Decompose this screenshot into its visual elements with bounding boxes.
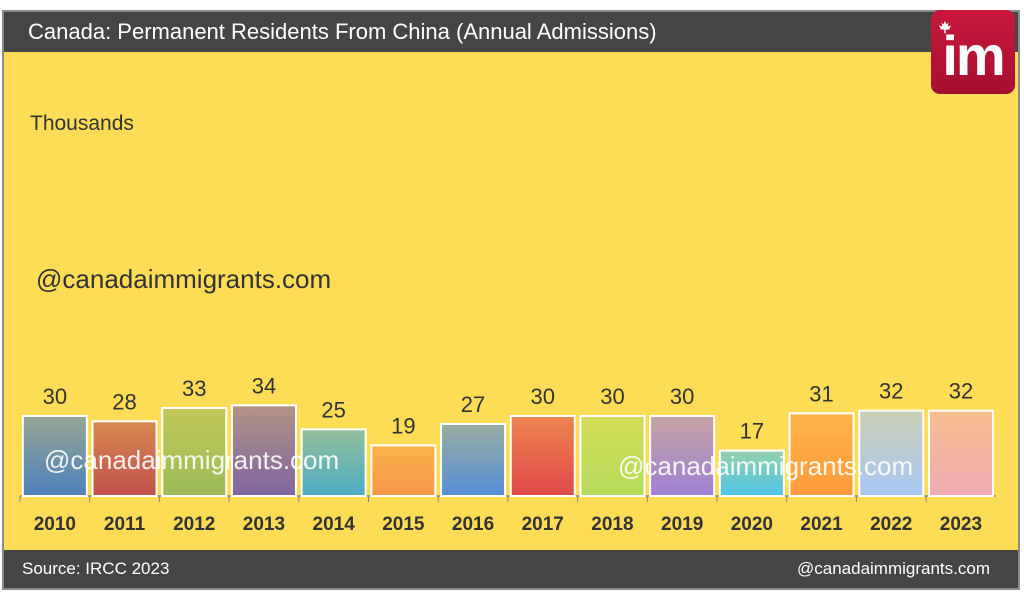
data-label: 32 <box>879 379 903 404</box>
x-tick-label: 2016 <box>452 514 494 535</box>
bar-2011 <box>91 420 158 498</box>
bar-2019 <box>649 415 716 497</box>
x-tick-label: 2021 <box>800 514 843 535</box>
data-label: 17 <box>740 419 764 444</box>
data-label: 27 <box>461 392 485 417</box>
y-axis-unit: Thousands <box>30 112 134 135</box>
x-tick-label: 2013 <box>243 514 285 535</box>
watermark: @canadaimmigrants.com <box>618 451 914 481</box>
data-label: 30 <box>600 384 624 409</box>
x-tick-label: 2012 <box>173 514 215 535</box>
x-tick-label: 2019 <box>661 514 703 535</box>
source-note: Source: IRCC 2023 <box>22 559 170 578</box>
data-label: 30 <box>531 384 555 409</box>
bar-2018 <box>579 415 646 497</box>
bar-2020 <box>718 449 785 497</box>
x-tick-label: 2017 <box>522 514 564 535</box>
bar-2010 <box>21 415 88 497</box>
chart-title: Canada: Permanent Residents From China (… <box>4 12 1018 52</box>
data-label: 31 <box>809 381 833 406</box>
x-tick-label: 2018 <box>591 514 633 535</box>
watermark: @canadaimmigrants.com <box>44 445 340 475</box>
bar-2012 <box>161 407 228 497</box>
bar-2015 <box>370 444 437 498</box>
x-tick-label: 2020 <box>731 514 773 535</box>
bar-2017 <box>509 415 576 497</box>
x-tick-label: 2022 <box>870 514 912 535</box>
bar-2023 <box>927 409 994 497</box>
data-label: 32 <box>949 379 973 404</box>
data-label: 30 <box>43 384 67 409</box>
footer: Source: IRCC 2023 @canadaimmigrants.com <box>4 550 1018 588</box>
maple-leaf-icon <box>938 20 952 34</box>
bar-2016 <box>440 423 507 497</box>
bar-2021 <box>788 412 855 498</box>
data-label: 34 <box>252 373 276 398</box>
x-tick-label: 2010 <box>34 514 76 535</box>
x-tick-label: 2014 <box>313 514 356 535</box>
footer-watermark: @canadaimmigrants.com <box>797 559 990 578</box>
bar-2022 <box>858 409 925 497</box>
data-label: 33 <box>182 376 206 401</box>
watermark: @canadaimmigrants.com <box>36 264 332 294</box>
logo-text: im <box>942 24 1005 87</box>
data-label: 19 <box>391 413 415 438</box>
x-tick-label: 2015 <box>382 514 425 535</box>
data-label: 25 <box>321 397 345 422</box>
bar-2014 <box>300 428 367 498</box>
x-tick-label: 2011 <box>104 514 146 535</box>
data-label: 30 <box>670 384 694 409</box>
bar-2013 <box>230 404 297 498</box>
data-label: 28 <box>112 389 136 414</box>
x-tick-label: 2023 <box>940 514 982 535</box>
